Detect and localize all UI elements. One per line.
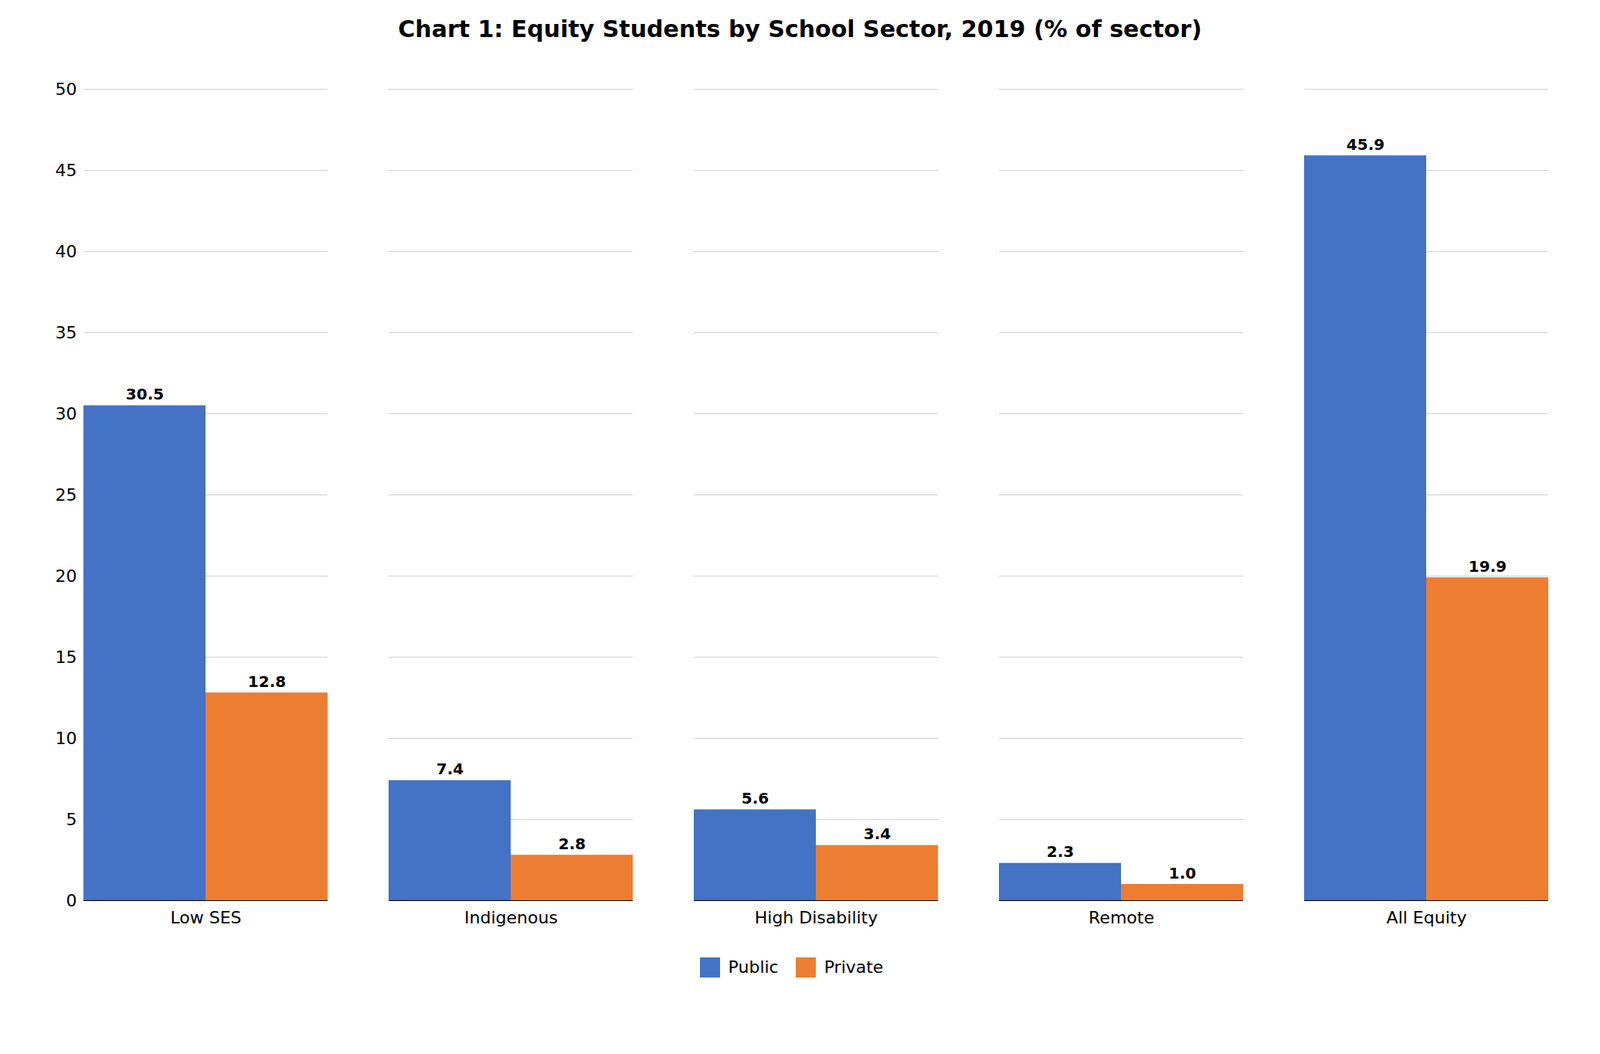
svg-text:Indigenous: Indigenous xyxy=(464,907,558,928)
svg-text:5: 5 xyxy=(65,809,77,829)
svg-text:20: 20 xyxy=(54,566,77,586)
svg-text:All Equity: All Equity xyxy=(1385,907,1467,928)
svg-text:45.9: 45.9 xyxy=(1345,135,1384,154)
svg-text:2.8: 2.8 xyxy=(557,834,585,853)
svg-text:25: 25 xyxy=(54,485,77,505)
svg-text:15: 15 xyxy=(54,647,77,667)
svg-text:0: 0 xyxy=(65,890,77,911)
svg-text:Remote: Remote xyxy=(1088,907,1155,928)
svg-text:10: 10 xyxy=(54,728,77,748)
svg-text:7.4: 7.4 xyxy=(435,759,463,778)
svg-text:High Disability: High Disability xyxy=(754,907,878,928)
svg-text:5.6: 5.6 xyxy=(740,788,768,808)
svg-text:50: 50 xyxy=(54,79,77,99)
svg-text:2.3: 2.3 xyxy=(1046,842,1074,861)
html-text:Public: Public xyxy=(728,957,779,977)
svg-text:12.8: 12.8 xyxy=(247,672,286,691)
svg-text:35: 35 xyxy=(54,322,77,343)
html-text:Chart 1: Equity Students by Sc: Chart 1: Equity Students by School Secto… xyxy=(398,15,1202,43)
svg-text:30: 30 xyxy=(54,404,77,424)
html-text:Private: Private xyxy=(824,957,884,977)
svg-text:30.5: 30.5 xyxy=(125,384,164,404)
svg-text:45: 45 xyxy=(54,160,77,181)
svg-text:19.9: 19.9 xyxy=(1467,557,1506,576)
svg-text:Low SES: Low SES xyxy=(169,907,242,928)
svg-text:1.0: 1.0 xyxy=(1168,863,1196,883)
svg-text:40: 40 xyxy=(54,241,77,262)
svg-text:3.4: 3.4 xyxy=(862,824,891,843)
